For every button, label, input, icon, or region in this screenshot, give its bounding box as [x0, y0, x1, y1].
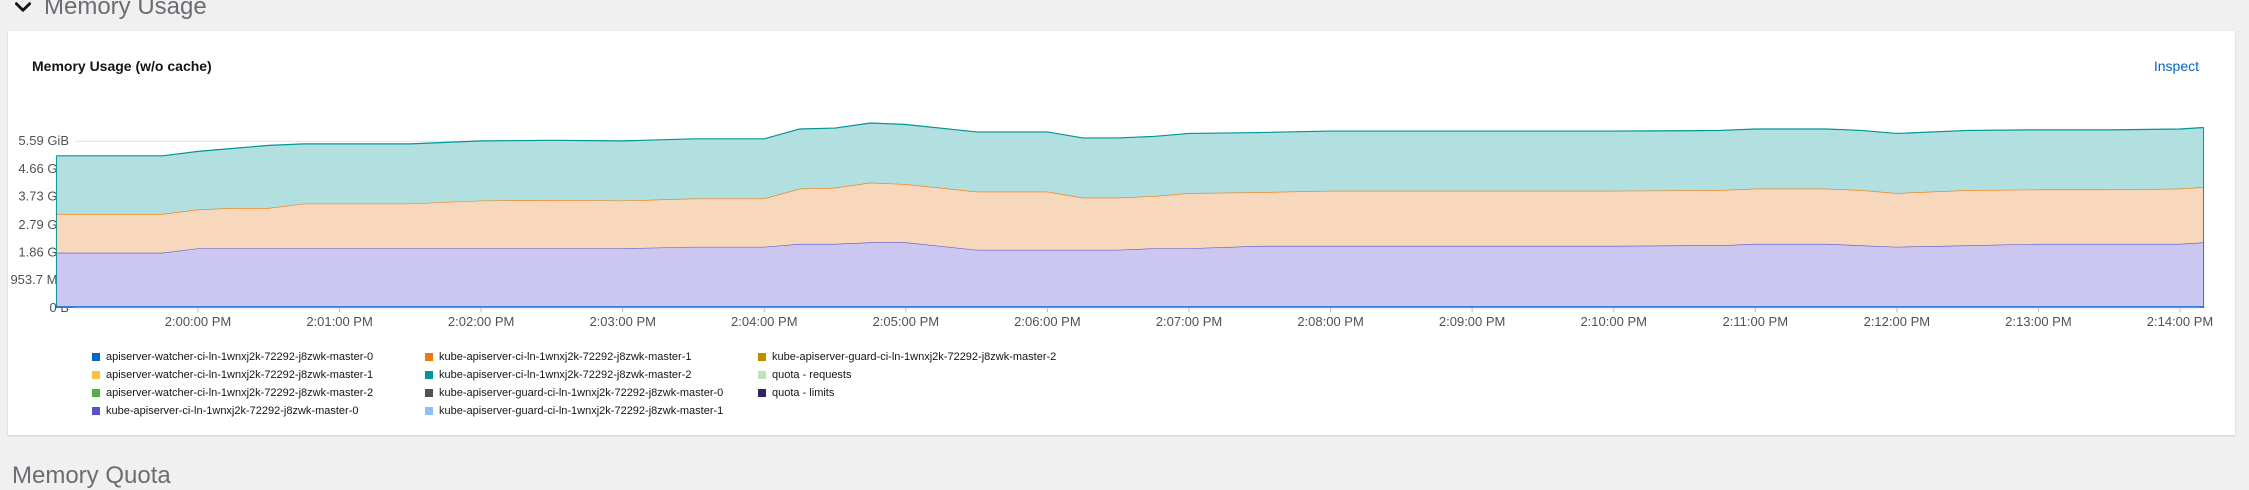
series-line-1 [56, 241, 2204, 254]
legend-swatch [758, 352, 766, 361]
next-section-title[interactable]: Memory Quota [12, 462, 171, 489]
x-tick-label: 2:11:00 PM [1723, 314, 1789, 329]
x-tick-label: 2:07:00 PM [1156, 314, 1223, 329]
legend-label: apiserver-watcher-ci-ln-1wnxj2k-72292-j8… [106, 368, 374, 381]
legend-label: kube-apiserver-guard-ci-ln-1wnxj2k-72292… [439, 404, 724, 417]
legend-item[interactable]: apiserver-watcher-ci-ln-1wnxj2k-72292-j8… [92, 349, 425, 364]
legend-swatch [758, 388, 766, 397]
legend-item[interactable]: kube-apiserver-guard-ci-ln-1wnxj2k-72292… [425, 385, 758, 400]
x-tick-label: 2:09:00 PM [1439, 314, 1506, 329]
legend-swatch [92, 406, 100, 415]
series-line-3 [56, 122, 2204, 157]
legend-swatch [758, 370, 766, 379]
card-title: Memory Usage (w/o cache) [32, 58, 212, 74]
legend-item[interactable]: kube-apiserver-ci-ln-1wnxj2k-72292-j8zwk… [425, 367, 758, 382]
x-tick-label: 2:02:00 PM [448, 314, 515, 329]
chevron-down-icon[interactable] [12, 0, 34, 18]
section-header[interactable]: Memory Usage [12, 0, 207, 22]
x-tick-label: 2:05:00 PM [873, 314, 940, 329]
legend-label: apiserver-watcher-ci-ln-1wnxj2k-72292-j8… [106, 350, 374, 363]
memory-usage-card: Memory Usage (w/o cache) Inspect 0 B953.… [8, 31, 2235, 435]
x-tick-label: 2:13:00 PM [2005, 314, 2072, 329]
x-tick-label: 2:14:00 PM [2147, 314, 2214, 329]
x-tick-label: 2:06:00 PM [1014, 314, 1081, 329]
inspect-link[interactable]: Inspect [2153, 58, 2199, 74]
legend-label: apiserver-watcher-ci-ln-1wnxj2k-72292-j8… [106, 386, 374, 399]
x-tick-label: 2:10:00 PM [1580, 314, 1647, 329]
legend-swatch [425, 388, 433, 397]
section-title: Memory Usage [44, 0, 207, 20]
legend-label: quota - limits [772, 386, 835, 399]
x-tick-label: 2:04:00 PM [731, 314, 798, 329]
x-tick-label: 2:12:00 PM [1864, 314, 1931, 329]
legend-label: quota - requests [772, 368, 852, 381]
area-series-1 [56, 242, 2204, 308]
chart-legend: apiserver-watcher-ci-ln-1wnxj2k-72292-j8… [92, 349, 1091, 418]
x-tick-label: 2:03:00 PM [589, 314, 656, 329]
legend-swatch [92, 370, 100, 379]
legend-swatch [425, 406, 433, 415]
legend-label: kube-apiserver-guard-ci-ln-1wnxj2k-72292… [439, 386, 724, 399]
legend-item[interactable]: kube-apiserver-guard-ci-ln-1wnxj2k-72292… [758, 349, 1091, 364]
legend-swatch [425, 352, 433, 361]
legend-swatch [425, 370, 433, 379]
x-tick-label: 2:08:00 PM [1297, 314, 1364, 329]
legend-item[interactable]: apiserver-watcher-ci-ln-1wnxj2k-72292-j8… [92, 367, 425, 382]
legend-label: kube-apiserver-ci-ln-1wnxj2k-72292-j8zwk… [439, 350, 692, 363]
x-tick-label: 2:00:00 PM [165, 314, 232, 329]
legend-item[interactable]: kube-apiserver-guard-ci-ln-1wnxj2k-72292… [425, 403, 758, 418]
legend-item[interactable]: kube-apiserver-ci-ln-1wnxj2k-72292-j8zwk… [92, 403, 425, 418]
legend-item[interactable]: quota - requests [758, 367, 1091, 382]
legend-swatch [92, 388, 100, 397]
legend-item[interactable]: kube-apiserver-ci-ln-1wnxj2k-72292-j8zwk… [425, 349, 758, 364]
area-series-2 [56, 182, 2204, 253]
legend-label: kube-apiserver-ci-ln-1wnxj2k-72292-j8zwk… [439, 368, 692, 381]
legend-item[interactable]: apiserver-watcher-ci-ln-1wnxj2k-72292-j8… [92, 385, 425, 400]
y-tick-label: 953.7 MiB [10, 272, 69, 287]
x-tick-label: 2:01:00 PM [306, 314, 373, 329]
legend-label: kube-apiserver-ci-ln-1wnxj2k-72292-j8zwk… [106, 404, 359, 417]
area-series-3 [56, 123, 2204, 215]
legend-label: kube-apiserver-guard-ci-ln-1wnxj2k-72292… [772, 350, 1057, 363]
legend-item[interactable]: quota - limits [758, 385, 1091, 400]
legend-swatch [92, 352, 100, 361]
y-tick-label: 5.59 GiB [18, 133, 69, 148]
